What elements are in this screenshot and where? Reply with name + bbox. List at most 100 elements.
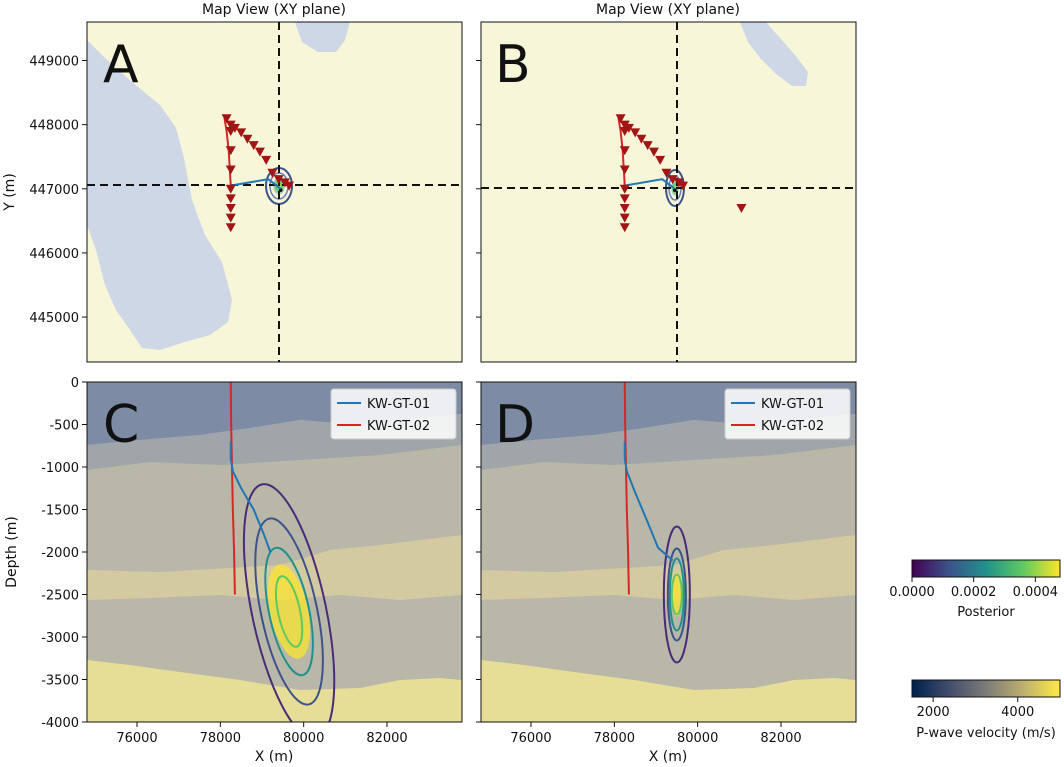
station-marker bbox=[619, 146, 630, 156]
station-markers bbox=[615, 114, 747, 233]
y-tick-label: -3000 bbox=[41, 631, 79, 646]
x-tick-label: 78000 bbox=[200, 731, 241, 746]
y-axis-ticks: 0 -500 -1000 -1500 -2000 -2500 -3000 -3500 -4000 bbox=[41, 376, 87, 731]
station-marker bbox=[678, 181, 689, 191]
well-kw-gt-02 bbox=[623, 382, 630, 595]
posterior-contours bbox=[242, 483, 336, 722]
station-marker bbox=[630, 128, 641, 138]
x-tick-label: 78000 bbox=[594, 731, 635, 746]
map-low-velocity-region bbox=[87, 40, 232, 350]
station-marker bbox=[736, 204, 747, 214]
colorbar-posterior-gradient bbox=[911, 559, 1061, 578]
station-markers bbox=[221, 114, 295, 233]
panel-a-plot bbox=[87, 22, 462, 362]
y-axis-label: Depth (m) bbox=[4, 516, 20, 588]
station-marker bbox=[655, 155, 666, 165]
panel-d: D KW-GT-01 KW-GT-02 X (m) 76000 78000 8000… bbox=[476, 381, 857, 765]
y-axis-ticks bbox=[476, 381, 481, 723]
y-tick-label: -2500 bbox=[41, 589, 79, 604]
colorbar-posterior-ticks: 0.0000 0.0002 0.0004 bbox=[889, 577, 1058, 600]
map-well-kw-gt-01 bbox=[230, 178, 282, 190]
well-kw-gt-02 bbox=[229, 382, 236, 595]
colorbar-posterior: 0.0000 0.0002 0.0004 Posterior bbox=[889, 559, 1061, 620]
panel-b-title: Map View (XY plane) bbox=[596, 2, 740, 18]
legend-label-kw-gt-02: KW-GT-02 bbox=[367, 419, 430, 434]
y-tick-label: 446000 bbox=[29, 247, 79, 262]
x-tick-label: 82000 bbox=[760, 731, 801, 746]
colorbar-posterior-label: Posterior bbox=[957, 605, 1015, 620]
x-axis-label: X (m) bbox=[255, 749, 294, 765]
panel-b: Map View (XY plane) B bbox=[476, 2, 857, 363]
x-tick-label: 76000 bbox=[510, 731, 551, 746]
panel-b-frame bbox=[480, 21, 857, 363]
x-axis-label: X (m) bbox=[649, 749, 688, 765]
station-marker bbox=[661, 168, 672, 178]
station-marker bbox=[225, 165, 236, 175]
y-tick-label: -500 bbox=[49, 419, 79, 434]
station-marker bbox=[284, 181, 295, 191]
station-marker bbox=[225, 223, 236, 233]
station-marker bbox=[225, 204, 236, 214]
map-low-velocity-region bbox=[740, 22, 808, 86]
map-low-velocity-region-north bbox=[295, 22, 350, 52]
y-tick-label: 449000 bbox=[29, 54, 79, 69]
y-tick-label: 445000 bbox=[29, 311, 79, 326]
y-tick-label: -3500 bbox=[41, 674, 79, 689]
x-tick-label: 80000 bbox=[677, 731, 718, 746]
legend-label-kw-gt-01: KW-GT-01 bbox=[367, 397, 430, 412]
panel-a-frame bbox=[86, 21, 463, 363]
legend: KW-GT-01 KW-GT-02 bbox=[330, 388, 457, 440]
x-axis-ticks: 76000 78000 80000 82000 bbox=[116, 722, 408, 746]
panel-d-letter: D bbox=[495, 395, 535, 455]
station-marker bbox=[615, 114, 626, 124]
station-marker bbox=[248, 141, 259, 151]
velocity-layer-bottom bbox=[481, 660, 856, 722]
station-marker bbox=[225, 146, 236, 156]
station-marker bbox=[619, 184, 630, 194]
station-marker bbox=[636, 134, 647, 144]
station-marker bbox=[221, 114, 232, 124]
station-marker bbox=[254, 147, 265, 157]
colorbar-velocity-gradient bbox=[911, 679, 1061, 698]
station-marker bbox=[225, 127, 236, 137]
station-marker bbox=[242, 134, 253, 144]
colorbar-velocity: 2000 4000 P-wave velocity (m/s) bbox=[911, 679, 1061, 741]
colorbar-tick-label: 0.0000 bbox=[889, 585, 935, 600]
y-tick-label: -1500 bbox=[41, 504, 79, 519]
station-marker bbox=[667, 175, 678, 185]
station-marker bbox=[619, 213, 630, 223]
colorbar-tick-label: 0.0004 bbox=[1013, 585, 1059, 600]
panel-b-plot bbox=[481, 22, 856, 362]
station-marker bbox=[619, 204, 630, 214]
y-tick-label: -4000 bbox=[41, 716, 79, 731]
colorbar-velocity-label: P-wave velocity (m/s) bbox=[916, 726, 1056, 741]
station-marker bbox=[619, 194, 630, 204]
map-well-kw-gt-01 bbox=[624, 178, 676, 190]
x-tick-label: 76000 bbox=[116, 731, 157, 746]
x-axis-ticks: 76000 78000 80000 82000 bbox=[510, 722, 802, 746]
station-marker bbox=[236, 128, 247, 138]
station-marker bbox=[273, 175, 284, 185]
panel-c-plot bbox=[87, 382, 462, 722]
y-axis-ticks: 445000 446000 447000 448000 449000 bbox=[29, 54, 87, 326]
station-marker bbox=[261, 155, 272, 165]
station-marker bbox=[225, 194, 236, 204]
colorbar-tick-label: 2000 bbox=[917, 705, 950, 720]
station-marker bbox=[619, 223, 630, 233]
colorbar-tick-label: 0.0002 bbox=[951, 585, 997, 600]
colorbar-tick-label: 4000 bbox=[1001, 705, 1034, 720]
well-kw-gt-01 bbox=[623, 441, 674, 562]
x-tick-label: 82000 bbox=[366, 731, 407, 746]
colorbar-velocity-ticks: 2000 4000 bbox=[917, 697, 1034, 720]
y-tick-label: -2000 bbox=[41, 546, 79, 561]
y-tick-label: -1000 bbox=[41, 461, 79, 476]
station-marker bbox=[619, 127, 630, 137]
panel-c: C KW-GT-01 KW-GT-02 Depth (m) X (m) 0 -50… bbox=[4, 376, 463, 765]
station-marker bbox=[648, 147, 659, 157]
y-tick-label: 448000 bbox=[29, 119, 79, 134]
y-axis-label: Y (m) bbox=[2, 173, 18, 212]
panel-a-title: Map View (XY plane) bbox=[202, 2, 346, 18]
y-tick-label: 0 bbox=[71, 376, 79, 391]
x-tick-label: 80000 bbox=[283, 731, 324, 746]
